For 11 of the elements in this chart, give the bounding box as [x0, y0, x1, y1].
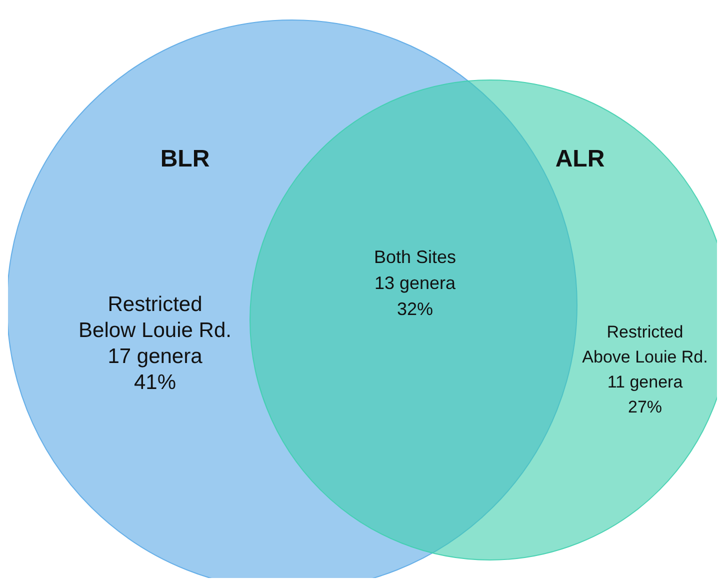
- data-label: 11 genera: [607, 372, 684, 392]
- data-label: 17 genera: [108, 344, 203, 368]
- data-label: 13 genera: [374, 272, 457, 293]
- data-label: 27%: [628, 398, 662, 417]
- text: BLR: [160, 146, 210, 173]
- data-label: 32%: [396, 298, 434, 319]
- text: ALR: [555, 146, 605, 173]
- category-label: Restricted Below Louie Rd.: [78, 292, 232, 342]
- category-label: Both Sites: [374, 246, 456, 267]
- data-label: 41%: [134, 370, 176, 394]
- category-label: Restricted Above Louie Rd.: [582, 322, 708, 367]
